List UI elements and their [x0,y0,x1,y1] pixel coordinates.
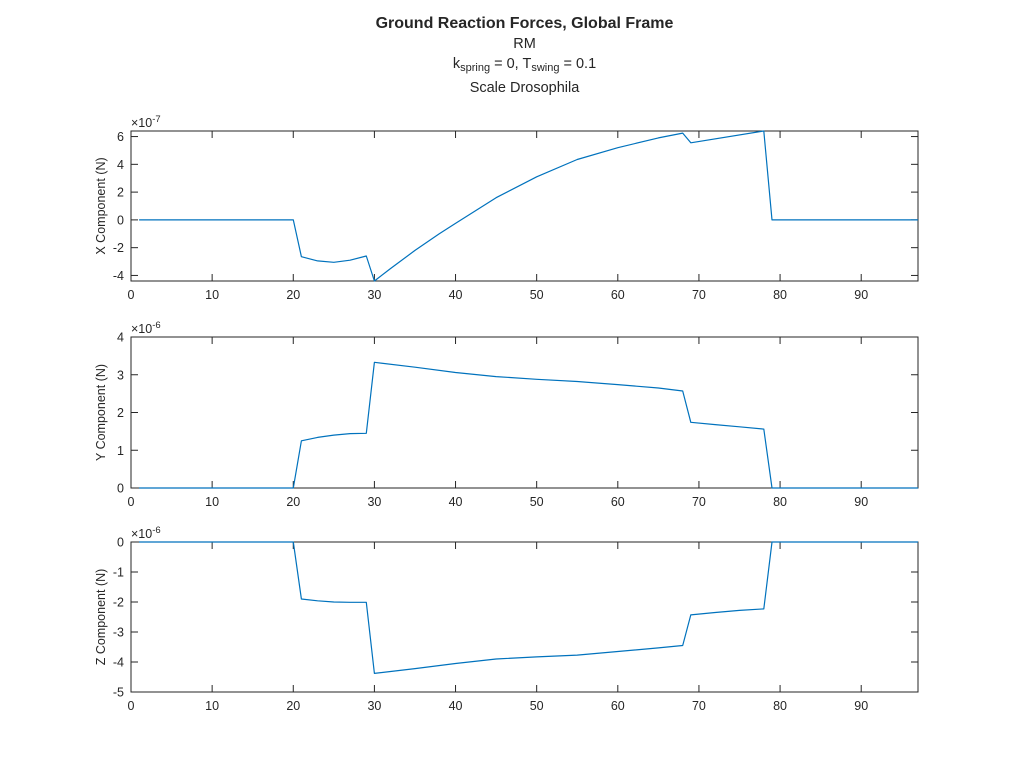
k-value: = 0, [490,56,523,72]
chart-title: Ground Reaction Forces, Global Frame [375,15,674,32]
x-tick-label: 40 [449,288,463,302]
subplot-2: 0 10 20 30 40 50 60 70 80 90 0 1 2 3 4 Y Component (N) ×… [94,320,919,509]
y-tick-label: -2 [113,596,124,610]
chart-params: kspring = 0, Tswing = 0.1 [0,54,1015,78]
figure-title-block: Ground Reaction Forces, Global Frame RM … [0,14,1015,98]
x-tick-label: 60 [611,495,625,509]
x-tick-label: 50 [530,699,544,713]
x-tick-label: 40 [449,699,463,713]
x-tick-label: 0 [128,495,135,509]
y-tick-label: -2 [113,241,124,255]
x-tick-label: 30 [367,495,381,509]
y-tick-label: 2 [117,406,124,420]
x-tick-label: 60 [611,288,625,302]
x-tick-label: 90 [854,288,868,302]
y-tick-label: 6 [117,130,124,144]
x-tick-label: 0 [128,288,135,302]
y-tick-label: -1 [113,566,124,580]
y-axis-label: X Component (N) [94,157,108,254]
exponent-base: ×10 [131,527,152,541]
x-tick-label: 20 [286,495,300,509]
y-tick-label: 0 [117,482,124,496]
exponent-base: ×10 [131,322,152,336]
exponent-power: -6 [152,525,160,536]
exponent-base: ×10 [131,116,152,130]
exponent-power: -6 [152,320,160,331]
chart-subtitle: RM [513,36,536,52]
data-series-line [139,130,918,282]
x-tick-label: 80 [773,699,787,713]
subplot-1: 0 10 20 30 40 50 60 70 80 90 -4 -2 0 2 4 6 X Component (… [94,114,919,302]
x-tick-label: 70 [692,699,706,713]
y-tick-label: -5 [113,686,124,700]
y-exponent-label: ×10-6 [131,320,161,336]
y-tick-label: 0 [117,536,124,550]
k-subscript: spring [460,62,491,74]
axes-box [130,130,919,282]
x-tick-label: 10 [205,288,219,302]
t-symbol: T [522,56,532,72]
exponent-power: -7 [152,114,160,125]
y-axis-label: Y Component (N) [94,364,108,461]
x-tick-label: 70 [692,495,706,509]
x-tick-label: 60 [611,699,625,713]
data-series-line [139,361,918,489]
y-tick-label: -4 [113,269,124,283]
x-tick-label: 90 [854,699,868,713]
x-tick-label: 80 [773,288,787,302]
y-tick-label: 4 [117,158,124,172]
chart-scale-label: Scale Drosophila [469,80,580,96]
t-value: = 0.1 [559,56,597,72]
x-tick-label: 20 [286,288,300,302]
x-tick-label: 10 [205,699,219,713]
y-tick-label: 1 [117,444,124,458]
y-tick-label: -3 [113,626,124,640]
x-tick-label: 20 [286,699,300,713]
data-series-line [139,541,918,675]
y-tick-label: 4 [117,331,124,345]
y-axis-label: Z Component (N) [94,569,108,666]
x-tick-label: 70 [692,288,706,302]
x-tick-label: 80 [773,495,787,509]
y-tick-label: 0 [117,213,124,227]
x-tick-label: 90 [854,495,868,509]
x-tick-label: 30 [367,288,381,302]
axes-box [130,336,919,489]
x-tick-label: 40 [449,495,463,509]
axes-box [130,541,919,693]
t-subscript: swing [531,62,560,74]
subplot-3: 0 10 20 30 40 50 60 70 80 90 -5 -4 -3 -2 -1 0 Z Componen… [94,525,919,713]
x-tick-label: 0 [128,699,135,713]
x-tick-label: 50 [530,495,544,509]
y-tick-label: 3 [117,368,124,382]
y-tick-label: 2 [117,186,124,200]
x-tick-label: 30 [367,699,381,713]
y-exponent-label: ×10-6 [131,525,161,541]
y-exponent-label: ×10-7 [131,114,161,130]
x-tick-label: 50 [530,288,544,302]
x-tick-label: 10 [205,495,219,509]
y-tick-label: -4 [113,656,124,670]
k-symbol: k [452,56,461,72]
